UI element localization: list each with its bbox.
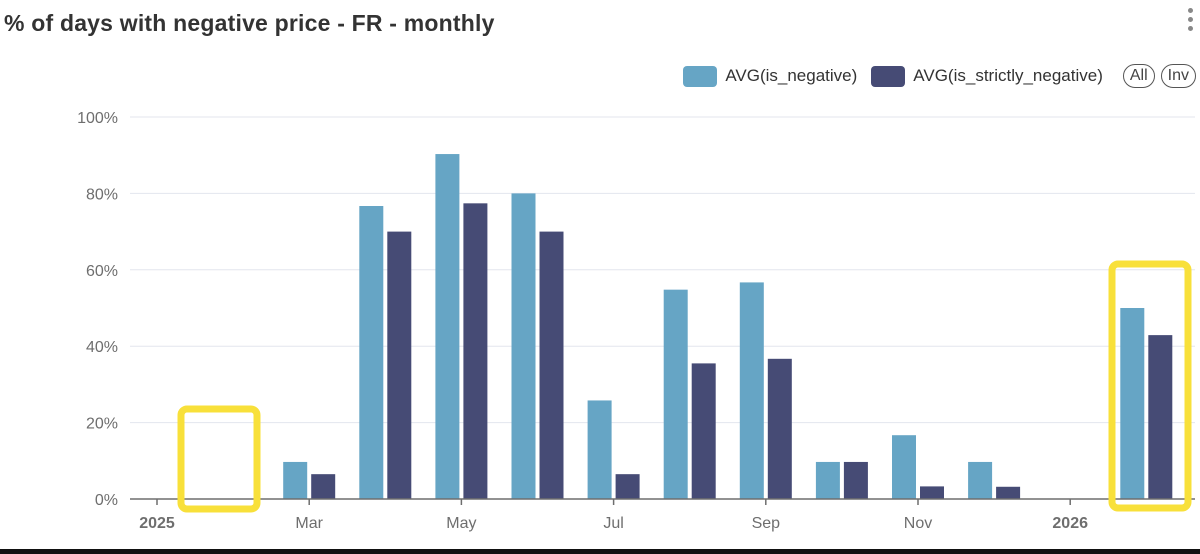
bar-is-negative — [1120, 308, 1145, 499]
bar-is-negative — [815, 461, 840, 499]
bottom-border — [0, 549, 1200, 554]
x-tick-label: 2026 — [1052, 515, 1088, 532]
y-tick-label: 100% — [77, 110, 118, 127]
highlight-box — [1108, 260, 1192, 512]
x-tick-label: 2025 — [139, 515, 175, 532]
bar-is-strictly-negative — [311, 474, 336, 499]
highlight-box — [177, 405, 261, 513]
x-tick-label: Sep — [752, 515, 781, 532]
bar-is-strictly-negative — [463, 203, 488, 499]
legend-select-all-button[interactable]: All — [1122, 64, 1155, 88]
y-tick-label: 80% — [86, 186, 118, 203]
x-tick-label: Mar — [295, 515, 323, 532]
bar-is-negative — [587, 400, 612, 499]
bar-is-strictly-negative — [691, 363, 716, 499]
legend: AVG(is_negative) AVG(is_strictly_negativ… — [683, 64, 1196, 88]
legend-invert-button[interactable]: Inv — [1160, 64, 1196, 88]
legend-swatch — [683, 65, 718, 87]
bar-is-strictly-negative — [843, 461, 868, 499]
bar-is-strictly-negative — [615, 474, 640, 499]
bar-is-strictly-negative — [920, 486, 944, 499]
bar-is-strictly-negative — [387, 231, 412, 499]
chart-title: % of days with negative price - FR - mon… — [4, 10, 495, 36]
bar-is-negative — [968, 461, 993, 499]
bar-is-strictly-negative — [767, 358, 792, 499]
legend-item-is-strictly-negative[interactable]: AVG(is_strictly_negative) — [871, 65, 1103, 87]
bar-is-negative — [511, 193, 536, 499]
more-options-icon[interactable] — [1188, 8, 1194, 35]
x-tick-label: Jul — [603, 515, 623, 532]
bar-is-strictly-negative — [996, 486, 1021, 499]
y-tick-label: 60% — [86, 263, 118, 280]
y-tick-label: 40% — [86, 339, 118, 356]
x-tick-label: Nov — [904, 515, 932, 532]
x-tick-label: May — [446, 515, 476, 532]
bar-is-strictly-negative — [539, 231, 564, 499]
bar-is-negative — [892, 435, 916, 499]
legend-label: AVG(is_strictly_negative) — [913, 66, 1103, 85]
legend-item-is-negative[interactable]: AVG(is_negative) — [683, 65, 858, 87]
y-tick-label: 20% — [86, 416, 118, 433]
bar-is-negative — [283, 461, 308, 499]
y-tick-label: 0% — [95, 492, 118, 509]
legend-swatch — [871, 65, 906, 87]
bar-is-strictly-negative — [1148, 335, 1173, 499]
bar-is-negative — [739, 282, 764, 499]
bar-is-negative — [359, 206, 384, 500]
bar-is-negative — [435, 154, 460, 499]
bar-is-negative — [663, 289, 688, 499]
legend-label: AVG(is_negative) — [725, 66, 858, 85]
